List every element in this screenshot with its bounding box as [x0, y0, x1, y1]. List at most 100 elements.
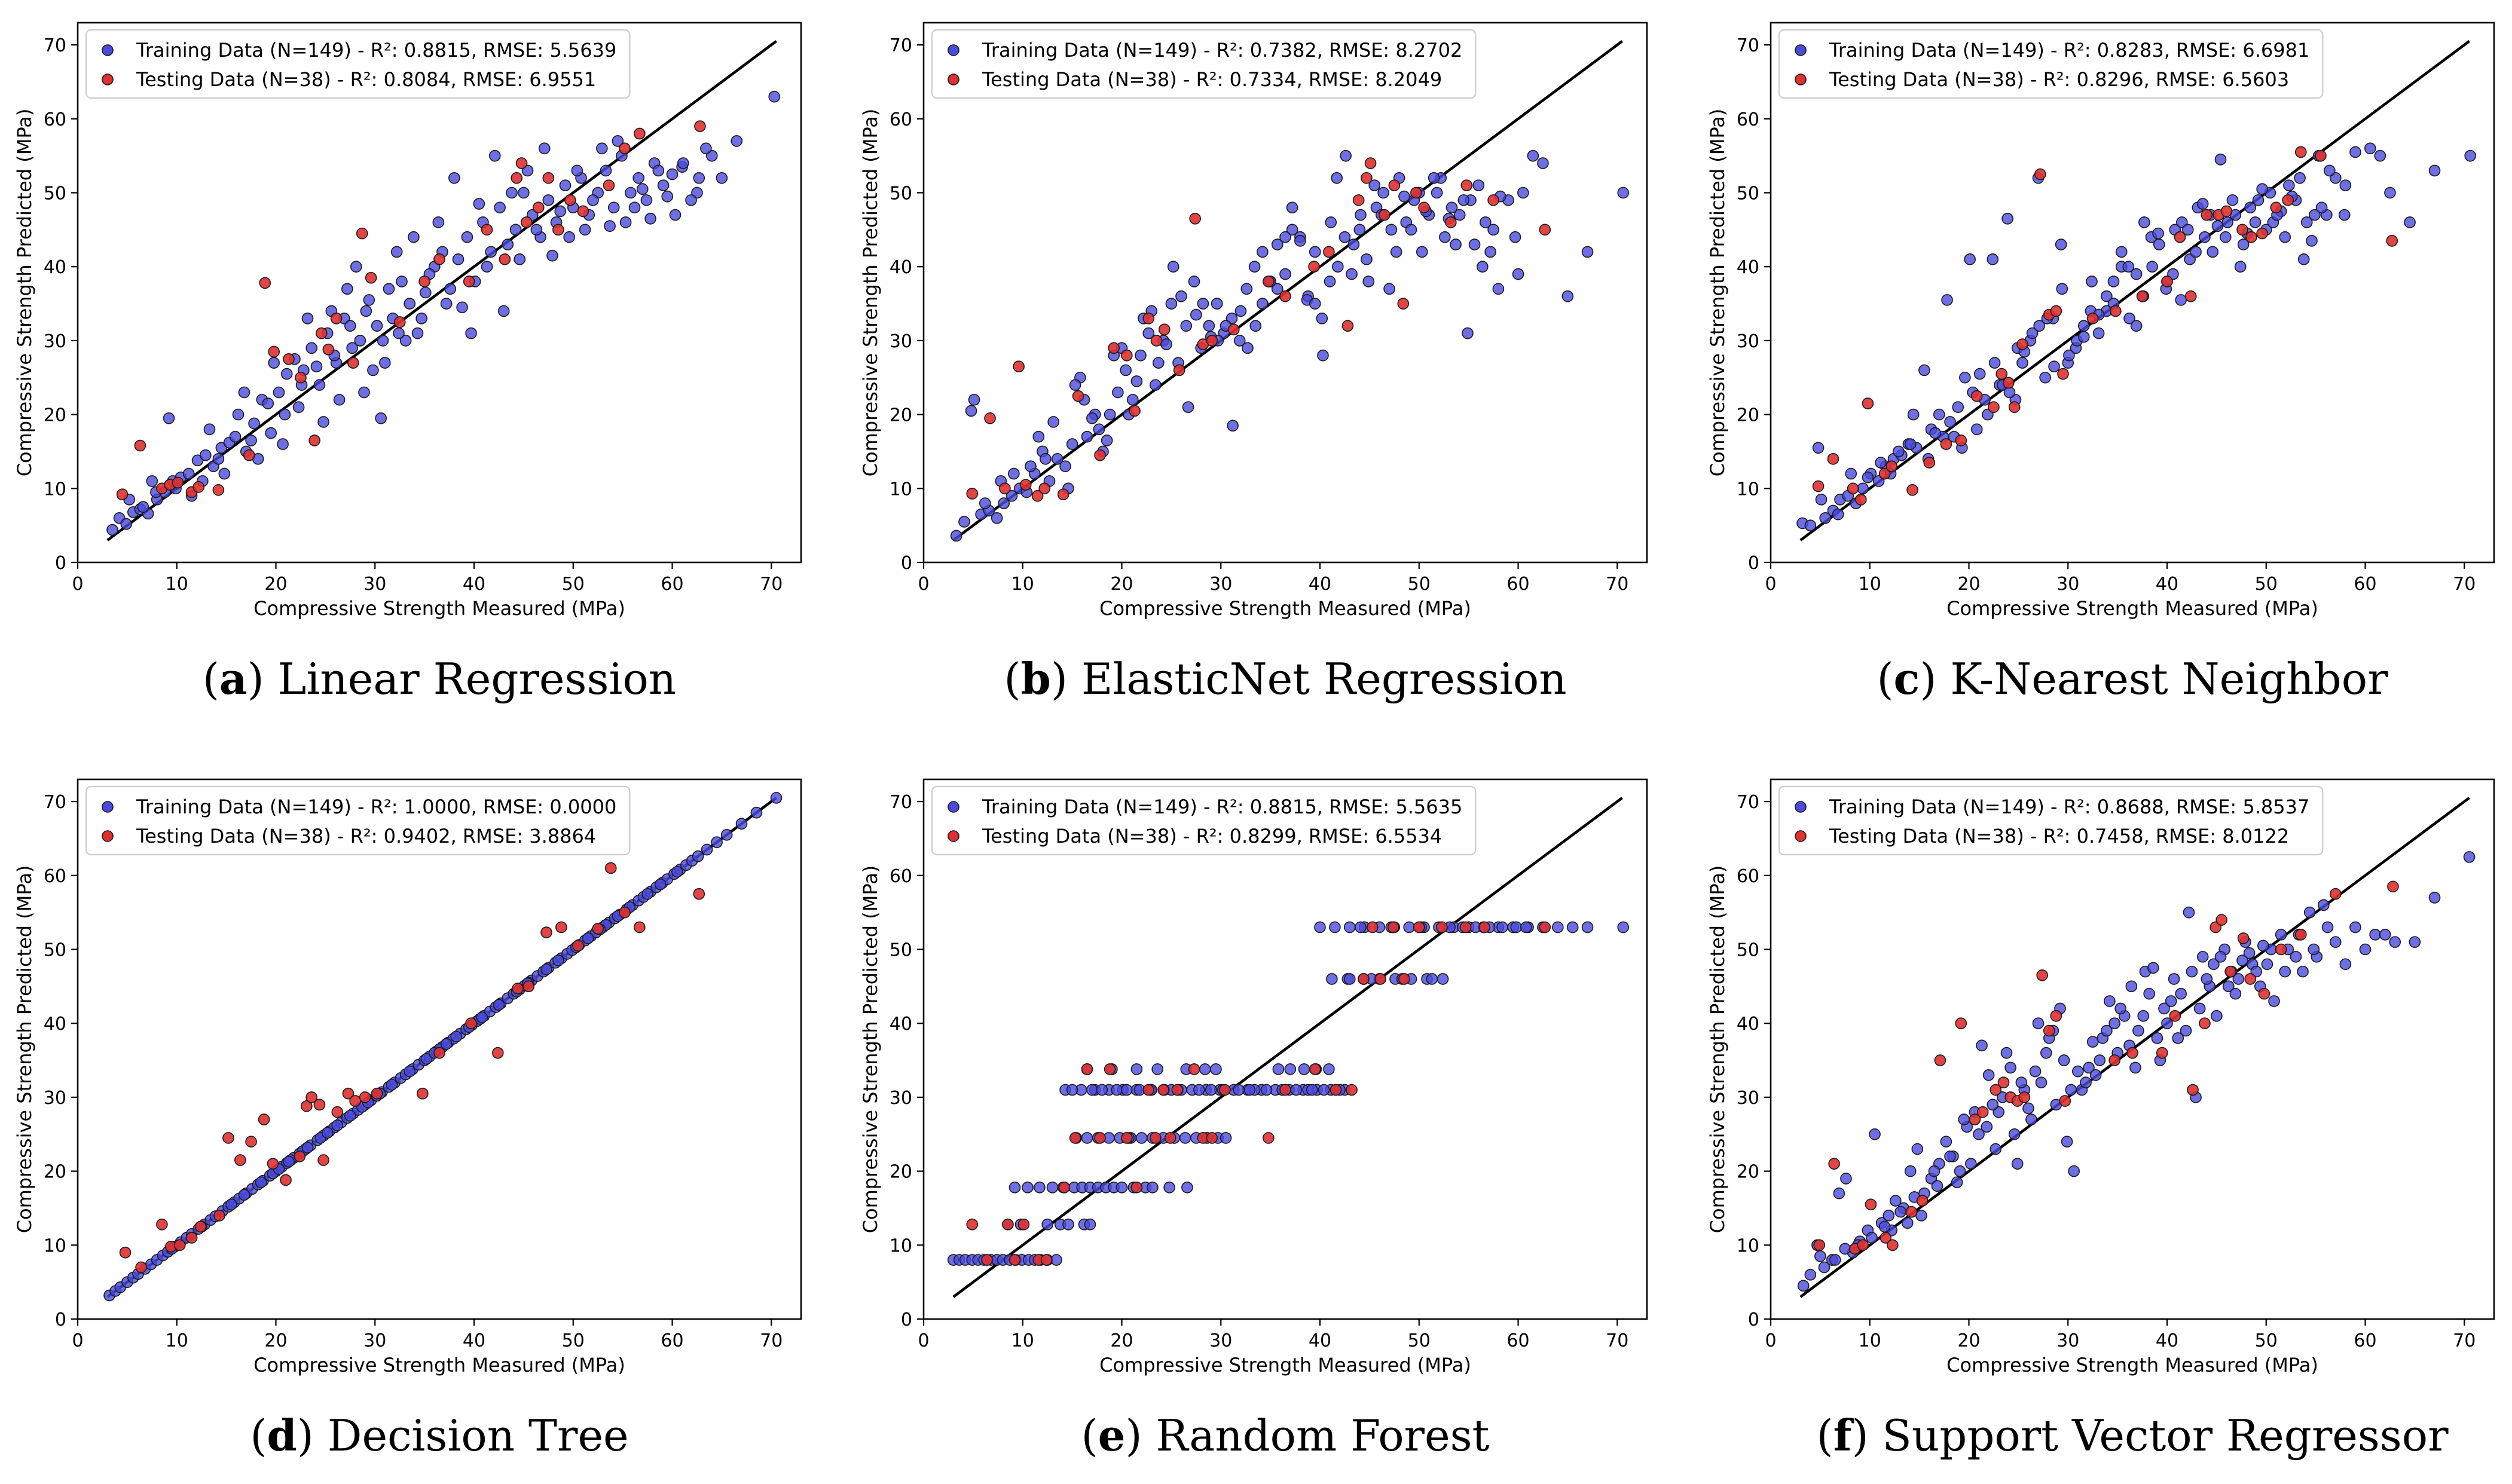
- data-point: [2338, 209, 2351, 221]
- data-point: [2308, 943, 2320, 956]
- data-point: [1171, 1084, 1184, 1096]
- caption-letter: a: [219, 653, 247, 704]
- data-point: [1142, 327, 1155, 339]
- data-point: [2169, 1010, 2181, 1022]
- x-tick-label: 10: [1859, 574, 1881, 595]
- data-point: [2026, 327, 2039, 339]
- data-point: [367, 364, 379, 377]
- data-point: [2137, 1010, 2150, 1022]
- data-point: [1847, 482, 1859, 495]
- x-tick-label: 60: [661, 1330, 683, 1351]
- data-point: [135, 1261, 147, 1274]
- data-point: [1135, 349, 1147, 362]
- y-tick-label: 0: [1748, 553, 1759, 574]
- data-point: [1893, 445, 1905, 458]
- data-point: [1329, 921, 1341, 934]
- data-point: [546, 249, 558, 262]
- data-point: [2011, 1158, 2024, 1170]
- data-point: [1368, 179, 1380, 191]
- data-point: [636, 183, 649, 195]
- data-point: [540, 963, 552, 975]
- data-point: [2008, 401, 2021, 414]
- x-tick-label: 0: [918, 574, 929, 595]
- data-point: [1390, 246, 1402, 258]
- x-axis-label: Compressive Strength Measured (MPa): [1099, 1354, 1471, 1376]
- data-point: [2161, 276, 2173, 287]
- data-point: [1341, 320, 1354, 332]
- data-point: [1865, 1198, 1877, 1211]
- data-point: [1487, 224, 1499, 236]
- data-point: [950, 530, 962, 542]
- data-point: [1361, 172, 1373, 184]
- x-tick-label: 40: [1309, 574, 1331, 595]
- data-point: [1398, 973, 1410, 985]
- data-point: [1062, 1218, 1074, 1231]
- series-testing: [966, 157, 1551, 502]
- data-point: [1509, 231, 1521, 243]
- x-tick-label: 40: [2156, 1330, 2178, 1351]
- data-point: [354, 335, 366, 347]
- data-point: [2386, 235, 2398, 247]
- data-point: [292, 401, 305, 414]
- data-point: [552, 954, 564, 966]
- data-point: [506, 186, 518, 199]
- data-point: [1815, 494, 1828, 506]
- x-tick-label: 20: [1110, 1330, 1133, 1351]
- data-point: [273, 386, 285, 399]
- data-point: [1477, 261, 1489, 273]
- data-point: [1894, 1205, 1906, 1218]
- reference-line: [952, 40, 1623, 541]
- data-point: [1158, 323, 1171, 336]
- data-point: [277, 438, 289, 450]
- legend: Training Data (N=149) - R²: 0.8815, RMSE…: [85, 29, 631, 99]
- data-point: [2369, 928, 2381, 941]
- data-point: [493, 999, 505, 1011]
- data-point: [2374, 149, 2386, 162]
- data-point: [386, 1079, 398, 1091]
- data-point: [2057, 368, 2069, 380]
- caption-text: Support Vector Regressor: [1869, 1410, 2449, 1461]
- data-point: [1970, 390, 1983, 402]
- data-point: [234, 1154, 246, 1166]
- data-point: [1459, 921, 1472, 934]
- data-point: [212, 484, 225, 496]
- data-point: [1332, 261, 1344, 273]
- data-point: [1387, 921, 1399, 934]
- data-point: [2300, 216, 2313, 228]
- data-point: [2339, 179, 2352, 191]
- data-point: [1931, 1180, 1943, 1192]
- data-point: [619, 142, 631, 155]
- data-point: [1492, 283, 1505, 295]
- data-point: [559, 179, 572, 191]
- data-point: [2146, 261, 2158, 273]
- y-axis-label: Compressive Strength Predicted (MPa): [13, 109, 36, 477]
- data-point: [1081, 430, 1093, 443]
- data-point: [192, 481, 205, 493]
- data-point: [1057, 488, 1069, 500]
- data-point: [1331, 172, 1343, 184]
- y-tick-label: 0: [901, 1309, 912, 1330]
- data-point: [2318, 899, 2330, 911]
- data-point: [1890, 1195, 1902, 1207]
- data-point: [1325, 216, 1337, 228]
- data-point: [552, 224, 564, 236]
- y-tick-label: 70: [890, 792, 912, 813]
- legend-label: Training Data (N=149) - R²: 0.8815, RMSE…: [136, 39, 616, 62]
- data-point: [377, 335, 389, 347]
- data-point: [1857, 482, 1869, 495]
- data-point: [511, 172, 523, 184]
- data-point: [1047, 416, 1059, 428]
- data-point: [1260, 1084, 1273, 1096]
- data-point: [371, 1087, 383, 1100]
- series-testing: [119, 862, 705, 1274]
- data-point: [346, 342, 358, 354]
- data-point: [1263, 1132, 1275, 1144]
- data-point: [1150, 335, 1163, 347]
- data-point: [693, 888, 705, 900]
- data-point: [1084, 1218, 1096, 1231]
- x-tick-label: 70: [760, 574, 783, 595]
- plot-frame: [922, 778, 1648, 1320]
- data-point: [1190, 308, 1202, 321]
- data-point: [1952, 401, 1964, 414]
- data-point: [2001, 213, 2013, 225]
